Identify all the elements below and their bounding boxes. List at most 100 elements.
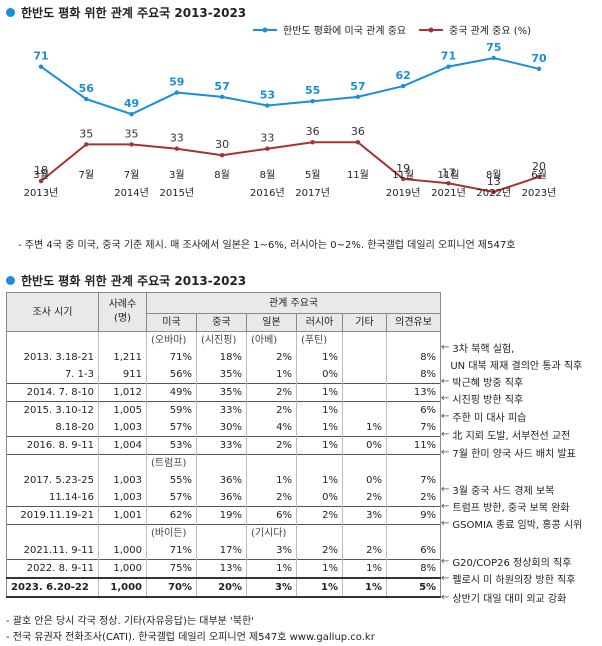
x-tick-month: 6월 bbox=[531, 169, 547, 181]
table-cell: 1,000 bbox=[98, 577, 147, 598]
event-annotation: ← 시진핑 방한 직후 bbox=[441, 391, 523, 406]
data-label: 33 bbox=[170, 132, 184, 145]
chart-title: 한반도 평화 위한 관계 주요국 2013-2023 bbox=[21, 6, 247, 20]
series-line-1 bbox=[40, 141, 540, 193]
leader-cell: (푸틴) bbox=[296, 331, 343, 349]
table-cell: 1% bbox=[246, 472, 297, 489]
table-cell: 2% bbox=[342, 542, 387, 560]
table-cell: 49% bbox=[146, 383, 197, 402]
x-tick-year: 2023년 bbox=[522, 187, 557, 199]
table-row: 8.18-20 1,003 57% 30% 4% 1% 1% 7% bbox=[6, 419, 442, 437]
x-tick-year: 2019년 bbox=[386, 187, 421, 199]
table-row: 2022. 8. 9-11 1,000 75% 13% 1% 1% 1% 8% bbox=[6, 559, 442, 578]
event-annotation: ← 주한 미 대사 피습 bbox=[441, 409, 526, 424]
table-cell: 2% bbox=[342, 489, 387, 507]
data-label: 62 bbox=[396, 69, 411, 82]
table-cell: 7% bbox=[385, 472, 442, 489]
table-cell: 8% bbox=[385, 366, 442, 384]
legend-label-1: 중국 관계 중요 (%) bbox=[449, 25, 531, 37]
table-cell: 1% bbox=[296, 383, 343, 402]
data-label: 59 bbox=[169, 76, 184, 89]
table-cell: 20% bbox=[196, 577, 247, 598]
table-cell: 1,211 bbox=[98, 349, 147, 366]
annotation-text: UN 대북 제재 결의안 통과 직후 bbox=[450, 361, 583, 372]
x-tick-year: 2021년 bbox=[431, 187, 466, 199]
table-cell: 59% bbox=[146, 401, 197, 419]
table-cell: 36% bbox=[196, 489, 247, 507]
data-point bbox=[536, 174, 542, 179]
header-sample-size: 사례수 (명) bbox=[98, 292, 147, 332]
table-cell: 71% bbox=[146, 542, 197, 560]
table-cell bbox=[342, 349, 387, 366]
left-arrow-icon: ← bbox=[441, 447, 450, 458]
header-col: 미국 bbox=[146, 313, 197, 332]
table-cell: 62% bbox=[146, 506, 197, 525]
table-cell: 4% bbox=[246, 419, 297, 437]
legend-marker-1 bbox=[428, 27, 434, 33]
table-cell: 1,005 bbox=[98, 401, 147, 419]
table-cell: 56% bbox=[146, 366, 197, 384]
annotation-text: G20/COP26 정상회의 직후 bbox=[452, 558, 572, 569]
data-point bbox=[491, 189, 496, 195]
table-cell: 7% bbox=[385, 419, 442, 437]
annotation-text: 3차 북핵 실험, bbox=[452, 344, 515, 355]
data-point bbox=[38, 64, 44, 69]
leader-cell bbox=[196, 524, 247, 542]
data-label: 19 bbox=[396, 162, 410, 175]
table-cell: 11% bbox=[385, 436, 442, 455]
data-point bbox=[129, 111, 134, 117]
data-label: 30 bbox=[215, 138, 229, 151]
table-cell: 57% bbox=[146, 489, 197, 507]
header-survey-period: 조사 시기 bbox=[6, 292, 99, 332]
table-cell: 1% bbox=[246, 366, 297, 384]
table-row: 2016. 8. 9-11 1,004 53% 33% 2% 1% 0% 11% bbox=[6, 436, 442, 455]
annotation-text: 펠로시 미 하원의장 방한 직후 bbox=[452, 575, 576, 586]
left-arrow-icon: ← bbox=[441, 501, 450, 512]
x-tick-month: 3월 bbox=[33, 169, 49, 181]
data-point bbox=[174, 90, 180, 95]
table-cell bbox=[342, 401, 387, 419]
table-cell: 1,000 bbox=[98, 559, 147, 578]
table-cell: 2019.11.19-21 bbox=[6, 506, 99, 525]
table-cell: 9% bbox=[385, 506, 442, 525]
table-cell bbox=[342, 383, 387, 402]
data-label: 56 bbox=[79, 82, 95, 95]
table-cell: 2016. 8. 9-11 bbox=[6, 436, 99, 455]
table-cell: 1,000 bbox=[98, 542, 147, 560]
footnote-1: - 괄호 안은 당시 각국 정상. 기타(자유응답)는 대부분 '북한' bbox=[6, 616, 254, 627]
table-cell: 1% bbox=[342, 419, 387, 437]
leader-cell: (트럼프) bbox=[146, 454, 197, 472]
table-cell: 2% bbox=[246, 436, 297, 455]
data-point bbox=[446, 181, 451, 186]
annotation-text: 시진핑 방한 직후 bbox=[452, 395, 524, 406]
table-row: 2023. 6.20-22 1,000 70% 20% 3% 1% 1% 5% bbox=[6, 577, 442, 598]
left-arrow-icon bbox=[441, 359, 447, 370]
x-tick-month: 11월 bbox=[437, 169, 459, 181]
data-label: 35 bbox=[79, 127, 93, 140]
header-sample-label: 사례수 bbox=[108, 299, 137, 310]
leader-cell bbox=[296, 524, 343, 542]
table-cell: 1% bbox=[296, 436, 343, 455]
leader-cell: (기시다) bbox=[246, 524, 297, 542]
data-label: 36 bbox=[351, 125, 365, 138]
legend-marker-0 bbox=[262, 27, 268, 33]
footnote-2: - 전국 유권자 전화조사(CATI). 한국갤럽 데일리 오피니언 제547호… bbox=[6, 632, 375, 643]
annotation-text: 주한 미 대사 피습 bbox=[452, 413, 527, 424]
data-point bbox=[355, 94, 361, 100]
line-chart: 한반도 평화에 미국 관계 중요 중국 관계 중요 (%) 71 56 49 59 57 53… bbox=[24, 25, 557, 199]
table-cell: 1,001 bbox=[98, 506, 147, 525]
table-row: 11.14-16 1,003 57% 36% 2% 0% 2% 2% bbox=[6, 489, 442, 507]
data-point bbox=[446, 64, 451, 69]
table-cell: 5% bbox=[385, 577, 442, 598]
table-cell: 1,003 bbox=[98, 489, 147, 507]
table-row: 2014. 7. 8-10 1,012 49% 35% 2% 1% 13% bbox=[6, 383, 442, 402]
table-cell: 6% bbox=[246, 506, 297, 525]
table-cell: 35% bbox=[196, 366, 247, 384]
event-annotation: ← 트럼프 방한, 중국 보복 완화 bbox=[441, 499, 569, 514]
table-cell: 2022. 8. 9-11 bbox=[6, 559, 99, 578]
data-point bbox=[84, 96, 89, 102]
table-cell: 2023. 6.20-22 bbox=[6, 577, 99, 598]
table-cell: 7. 1-3 bbox=[6, 366, 99, 384]
table-cell: 6% bbox=[385, 542, 442, 560]
x-tick-year: 2016년 bbox=[250, 187, 285, 199]
